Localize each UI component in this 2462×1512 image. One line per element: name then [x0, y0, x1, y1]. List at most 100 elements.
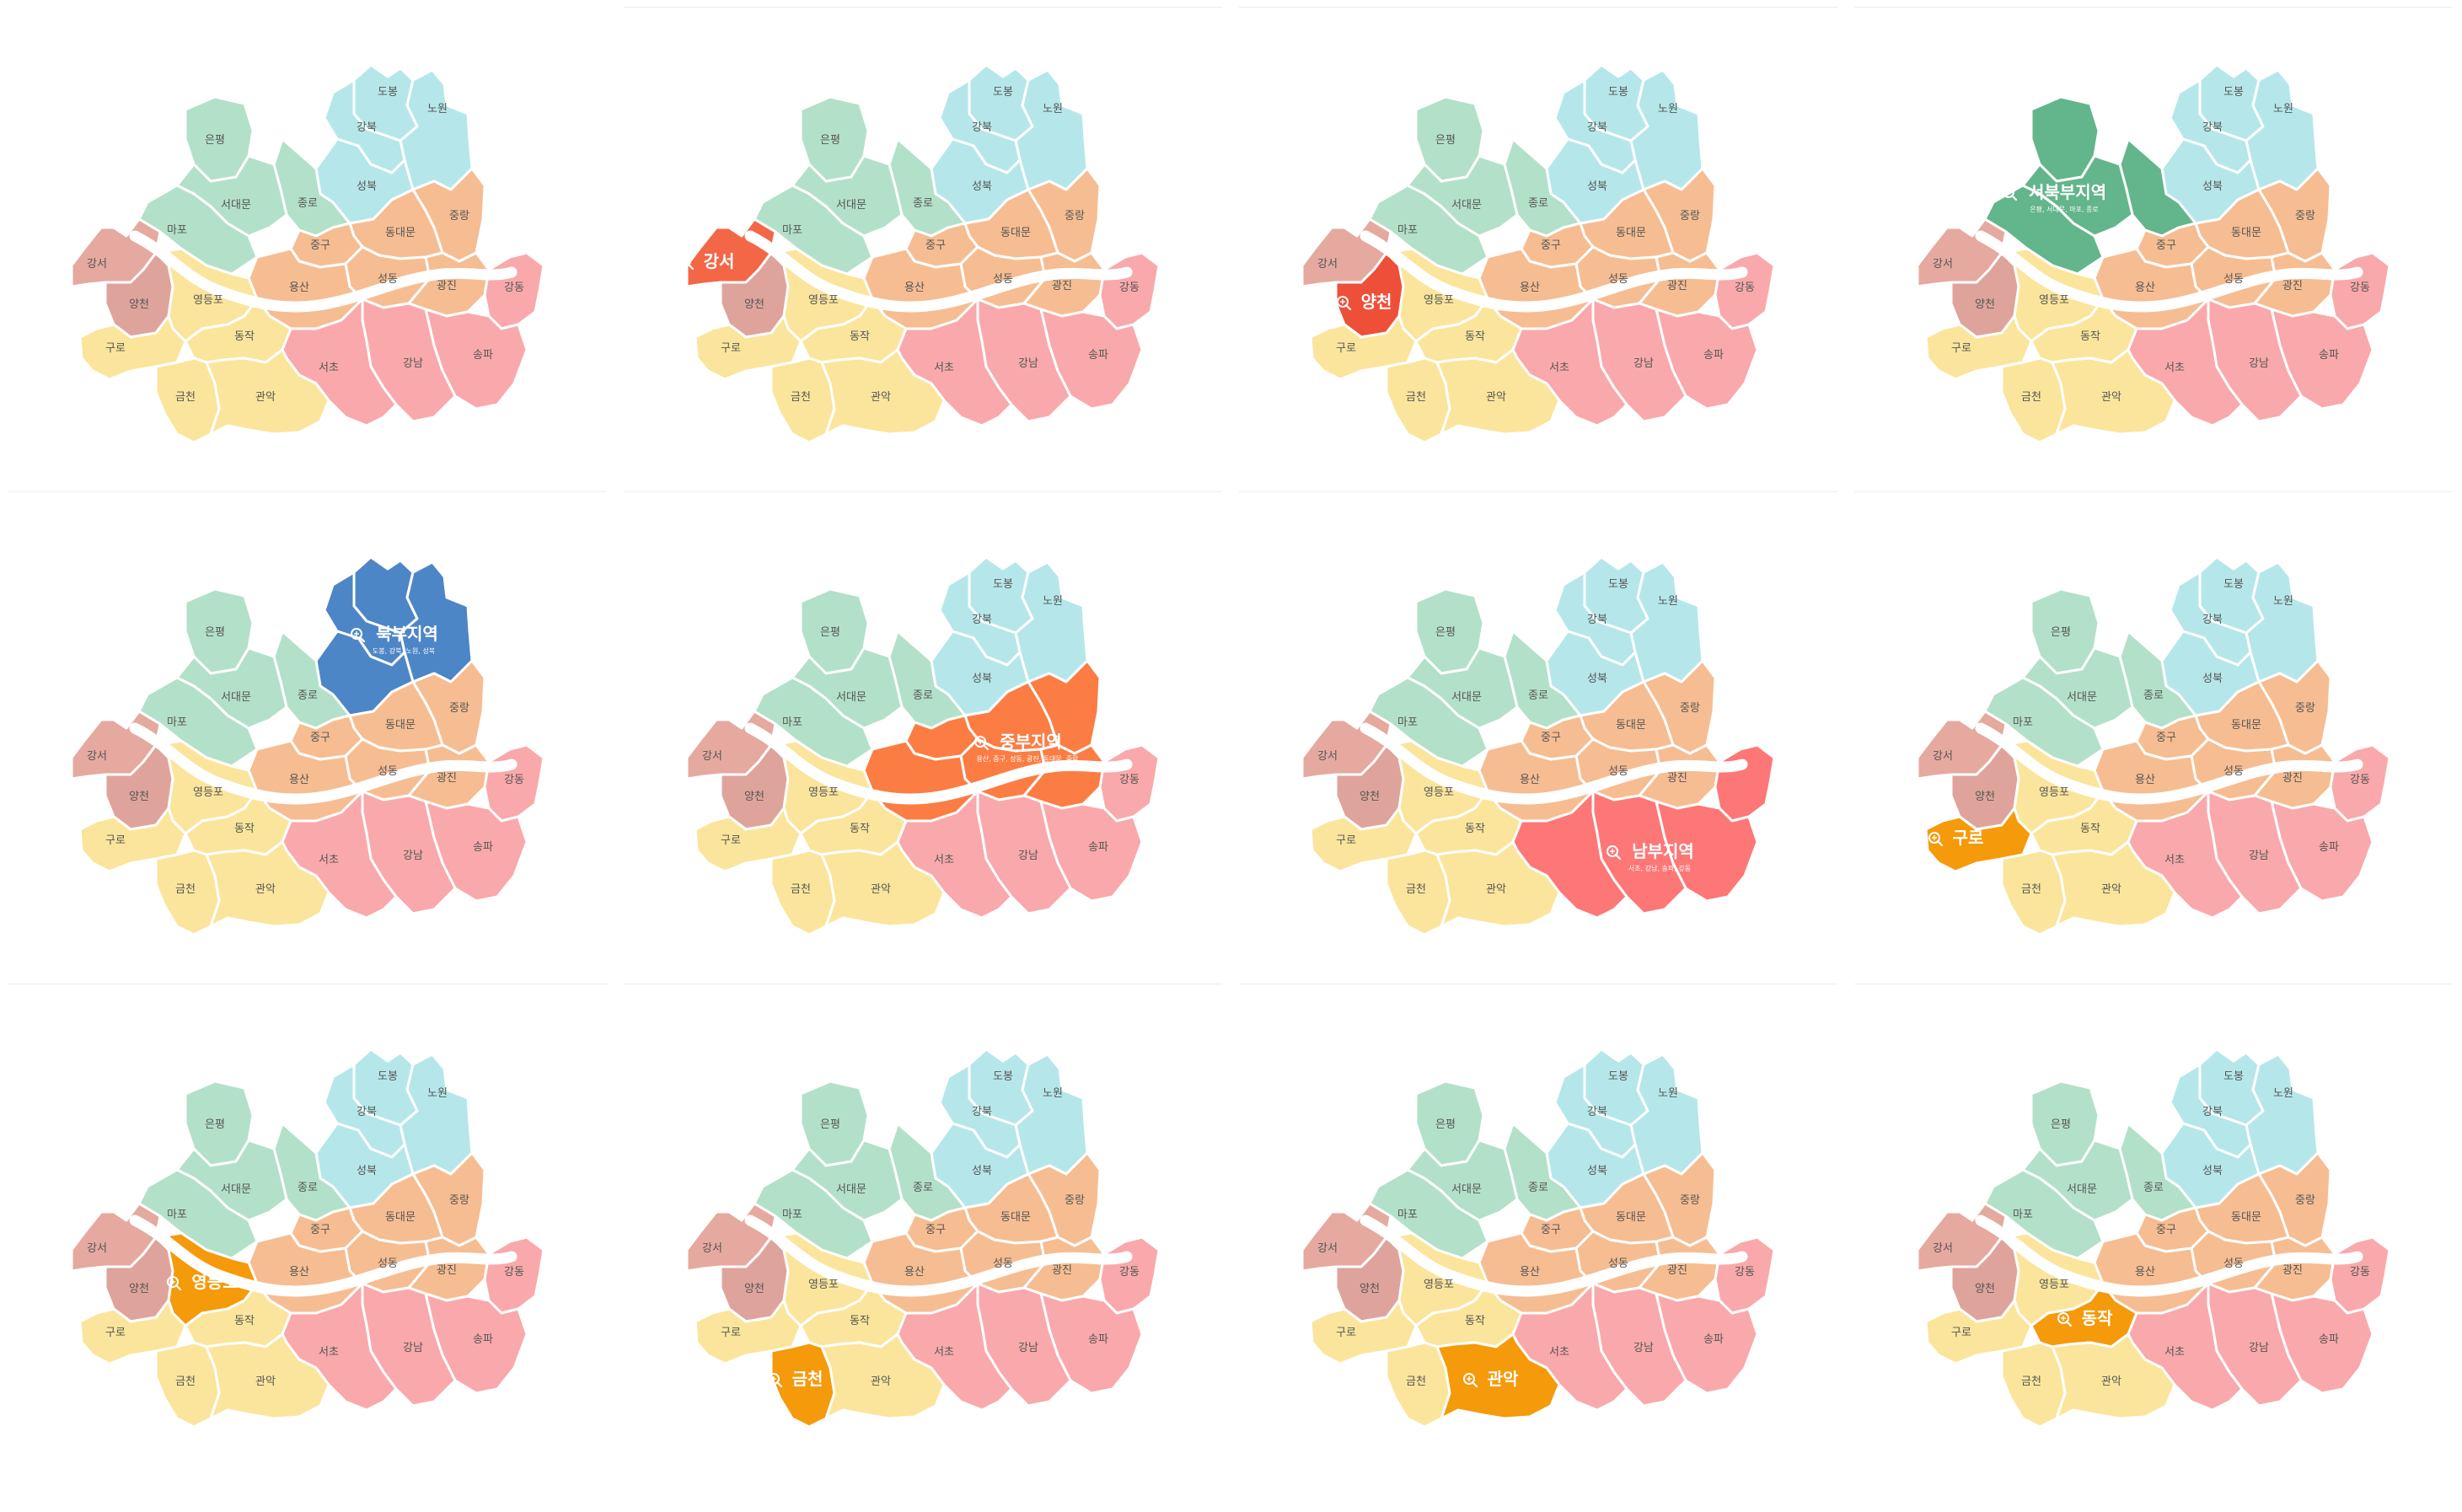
district-label-gwanak: 관악: [255, 391, 276, 404]
district-gwanak[interactable]: [820, 1332, 946, 1420]
district-label-yeongdeungpo: 영등포: [808, 294, 839, 307]
district-gwanak[interactable]: [205, 840, 330, 928]
highlight-label[interactable]: 구로: [1953, 828, 1984, 848]
zoom-icon[interactable]: [1463, 1373, 1478, 1388]
district-label-yangcheon: 양천: [744, 1283, 764, 1295]
seoul-map-3: 도봉 노원 강북 은평 성북 종로 서대문 중랑 동대문 마포 중구 성동 광진 용산 강서 영등포 강동 구로 동…: [1231, 0, 1846, 492]
district-label-gwangjin: 광진: [2282, 280, 2303, 292]
district-label-gangdong: 강동: [1735, 281, 1755, 294]
district-label-jongno: 종로: [913, 689, 933, 702]
district-label-yongsan: 용산: [2135, 1266, 2155, 1279]
district-label-jungnang: 중랑: [1065, 210, 1085, 223]
district-label-yongsan: 용산: [1520, 1266, 1540, 1279]
district-label-gangnam: 강남: [2249, 357, 2269, 370]
district-label-mapo: 마포: [167, 1209, 187, 1221]
district-label-eunpyeong: 은평: [1435, 626, 1456, 639]
district-label-songpa: 송파: [2319, 349, 2339, 362]
district-label-mapo: 마포: [1397, 716, 1418, 729]
district-label-mapo: 마포: [167, 224, 187, 237]
highlight-label[interactable]: 금천: [792, 1369, 823, 1389]
district-label-jungnang: 중랑: [449, 702, 469, 715]
district-gwanak[interactable]: [820, 840, 946, 928]
district-gwanak[interactable]: [205, 348, 330, 436]
district-label-junggu: 중구: [1541, 239, 1561, 252]
district-label-gangnam: 강남: [403, 357, 423, 370]
highlight-label[interactable]: 강서: [704, 251, 735, 271]
zoom-icon[interactable]: [2003, 186, 2018, 201]
district-label-songpa: 송파: [473, 349, 493, 362]
district-label-jungnang: 중랑: [2295, 702, 2315, 715]
district-label-geumcheon: 금천: [791, 883, 811, 896]
district-label-gwanak: 관악: [2101, 391, 2121, 404]
district-gwanak[interactable]: [205, 1332, 330, 1420]
district-label-seongdong: 성동: [993, 1257, 1013, 1270]
district-label-nowon: 노원: [2273, 103, 2293, 115]
district-label-dongjak: 동작: [234, 1315, 255, 1327]
han-river: [1975, 1214, 2363, 1297]
district-label-yeongdeungpo: 영등포: [1424, 786, 1454, 799]
district-label-yeongdeungpo: 영등포: [193, 294, 223, 307]
district-gwanak[interactable]: [1435, 348, 1561, 436]
district-label-dongdaemun: 동대문: [2231, 1211, 2261, 1224]
highlight-label[interactable]: 영등포: [191, 1272, 238, 1292]
district-label-yongsan: 용산: [2135, 281, 2155, 294]
seoul-map-6: 도봉 노원 강북 은평 성북 종로 서대문 마포 강서 양천 영등포 강동 구로 동작 송파 강남 서초 금천 관악…: [615, 492, 1231, 984]
han-river: [129, 722, 518, 805]
district-gangdong[interactable]: [1714, 743, 1776, 823]
district-label-seodaemun: 서대문: [836, 1183, 866, 1196]
district-label-gwanak: 관악: [2101, 883, 2121, 896]
highlight-label[interactable]: 관악: [1488, 1369, 1519, 1389]
han-river: [129, 1214, 518, 1297]
highlight-label[interactable]: 남부지역: [1632, 841, 1694, 861]
seoul-map-1: 도봉 노원 강북 은평 성북 종로 서대문 중랑 동대문 마포 중구 성동 광진 용산 강서 양천 영등포 강동 구…: [0, 0, 615, 492]
zoom-icon[interactable]: [1928, 832, 1944, 847]
district-gwanak[interactable]: [2051, 1332, 2176, 1420]
district-label-jungnang: 중랑: [1065, 1194, 1085, 1207]
han-river: [1360, 230, 1748, 313]
highlight-label[interactable]: 서북부지역: [2029, 182, 2106, 202]
district-label-dongdaemun: 동대문: [385, 719, 416, 732]
district-label-junggu: 중구: [310, 1224, 330, 1236]
district-gwanak[interactable]: [1435, 840, 1561, 928]
district-label-eunpyeong: 은평: [1435, 1118, 1456, 1131]
highlight-label[interactable]: 양천: [1361, 292, 1392, 312]
district-label-guro: 구로: [1336, 1327, 1356, 1339]
highlight-label[interactable]: 중부지역: [1000, 732, 1062, 752]
top-divider: [1854, 7, 2453, 8]
zoom-icon[interactable]: [768, 1373, 783, 1388]
seoul-map-8: 도봉 노원 강북 은평 성북 종로 서대문 중랑 동대문 마포 중구 성동 광진 용산 강서 양천 영등포 강동 동…: [1846, 492, 2461, 984]
district-label-dobong: 도봉: [993, 1070, 1013, 1083]
zoom-icon[interactable]: [167, 1276, 182, 1291]
district-label-gangdong: 강동: [1735, 1266, 1755, 1279]
district-label-seongdong: 성동: [378, 765, 398, 778]
district-label-yeongdeungpo: 영등포: [808, 786, 839, 799]
zoom-icon[interactable]: [974, 736, 990, 751]
district-label-gangbuk: 강북: [1587, 1106, 1607, 1118]
district-label-nowon: 노원: [1043, 1087, 1063, 1100]
district-label-seodaemun: 서대문: [1451, 199, 1482, 212]
district-gwanak[interactable]: [2051, 840, 2176, 928]
highlight-label[interactable]: 북부지역: [376, 624, 438, 644]
zoom-icon[interactable]: [351, 628, 366, 643]
district-label-dongjak: 동작: [1465, 1315, 1485, 1327]
zoom-icon[interactable]: [2057, 1312, 2073, 1327]
zoom-icon[interactable]: [679, 255, 695, 271]
district-label-songpa: 송파: [2319, 841, 2339, 854]
district-label-gangbuk: 강북: [2202, 121, 2223, 134]
zoom-icon[interactable]: [1337, 296, 1352, 311]
district-gwanak[interactable]: [2051, 348, 2176, 436]
district-label-gangbuk: 강북: [972, 121, 992, 134]
highlight-label[interactable]: 동작: [2082, 1308, 2113, 1328]
district-label-dobong: 도봉: [993, 578, 1013, 591]
district-label-gangbuk: 강북: [972, 1106, 992, 1118]
district-label-dongjak: 동작: [2080, 330, 2100, 343]
district-label-jongno: 종로: [2143, 689, 2164, 702]
district-gwanak[interactable]: [1435, 1332, 1561, 1420]
han-river: [1360, 722, 1748, 805]
zoom-icon[interactable]: [1606, 845, 1622, 861]
seoul-map-2: 도봉 노원 강북 은평 성북 종로 서대문 중랑 동대문 마포 중구 성동 광진 용산 양천 영등포 강동 구로 동…: [615, 0, 1231, 492]
district-label-jungnang: 중랑: [1680, 702, 1700, 715]
district-gwanak[interactable]: [820, 348, 946, 436]
